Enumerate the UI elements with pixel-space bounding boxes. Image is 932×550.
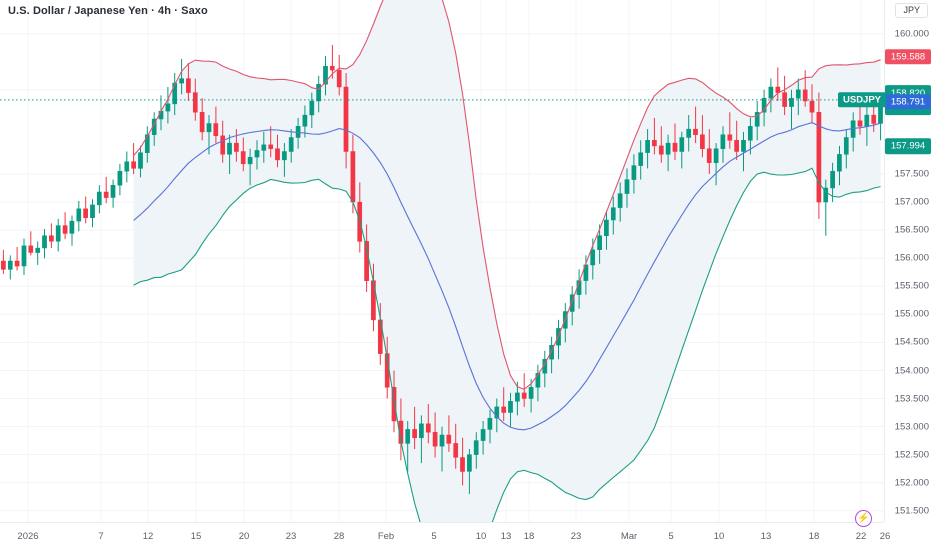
currency-chip[interactable]: JPY (895, 3, 928, 18)
symbol-tag: USDJPY (838, 92, 887, 108)
price-tick: 153.500 (894, 393, 929, 404)
price-tick: 157.500 (894, 168, 929, 180)
time-tick: 20 (238, 531, 250, 542)
price-tick: 151.500 (894, 505, 929, 517)
time-tick: 23 (285, 531, 297, 542)
price-tick: 155.000 (894, 308, 929, 320)
time-tick: 18 (523, 531, 535, 542)
price-tick: 156.500 (894, 224, 929, 236)
time-tick: 28 (333, 531, 345, 542)
page-title: U.S. Dollar / Japanese Yen · 4h · Saxo (8, 5, 208, 17)
bollinger-basis-badge: 158.791 (885, 93, 931, 110)
price-tick: 157.000 (894, 196, 929, 208)
lightning-bolt-icon[interactable]: ⚡ (855, 510, 872, 527)
time-tick: 2026 (17, 531, 39, 542)
price-chart-plot[interactable] (0, 0, 884, 522)
time-tick: 5 (431, 531, 437, 542)
chart-canvas (0, 0, 884, 522)
time-tick: 7 (98, 531, 104, 542)
time-tick: 13 (500, 531, 512, 542)
price-tick: 160.000 (894, 28, 929, 40)
time-tick: 12 (142, 531, 154, 542)
price-tick: 154.500 (894, 336, 929, 348)
time-tick: 15 (190, 531, 202, 542)
time-tick: 23 (570, 531, 582, 542)
bollinger-lower-line (133, 167, 881, 522)
bollinger-upper-badge: 159.588 (885, 49, 931, 65)
price-tick: 152.000 (894, 477, 929, 489)
bollinger-basis-line (133, 122, 881, 431)
price-tick: 152.500 (894, 449, 929, 461)
price-axis[interactable]: JPY 160.000159.000157.500157.000156.5001… (884, 0, 932, 522)
price-tick: 156.000 (894, 252, 929, 264)
time-tick: 10 (713, 531, 725, 542)
last-price-value: 158.820 (889, 88, 927, 100)
bollinger-upper-line (133, 0, 881, 390)
time-tick: 26 (879, 531, 891, 542)
price-tick: 153.000 (894, 421, 929, 433)
price-tick: 155.500 (894, 280, 929, 292)
bollinger-lower-badge: 157.994 (885, 138, 931, 155)
price-tick: 154.000 (894, 365, 929, 376)
time-tick: 10 (475, 531, 487, 542)
time-tick: 22 (855, 531, 867, 542)
bollinger-band-fill (133, 0, 881, 522)
time-tick: 18 (808, 531, 820, 542)
time-tick: Feb (377, 531, 395, 542)
time-axis[interactable]: 2026 7 12 15 20 23 28 Feb 5 10 13 18 23 Mar 5 10 13 18 22 2… (0, 522, 890, 550)
time-tick: 5 (668, 531, 674, 542)
time-tick: 13 (760, 531, 772, 542)
time-tick: Mar (620, 531, 638, 542)
